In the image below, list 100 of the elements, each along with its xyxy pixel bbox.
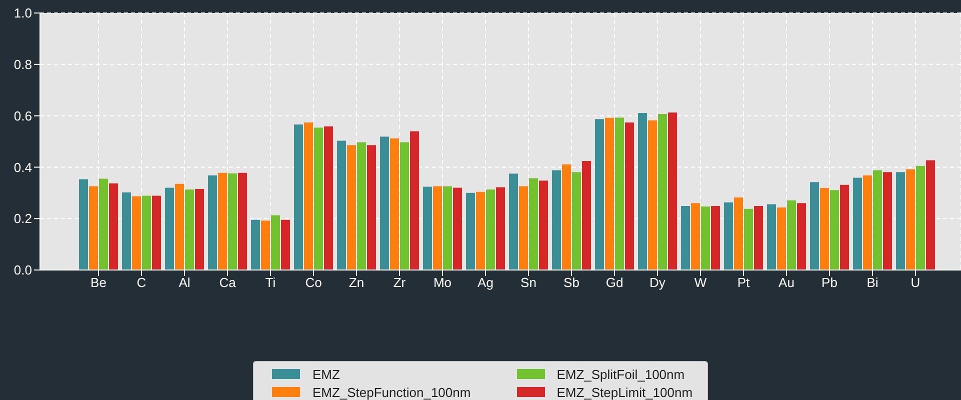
- bar: [595, 119, 604, 270]
- bar: [433, 186, 442, 270]
- bar: [132, 196, 141, 270]
- bar: [853, 178, 862, 270]
- x-tick-label: Ag: [478, 275, 494, 290]
- bar: [152, 196, 161, 270]
- x-tick-label: Be: [90, 275, 106, 290]
- bar: [582, 161, 591, 270]
- bar: [701, 206, 710, 270]
- bar: [926, 160, 935, 270]
- x-tick-label: Zr: [393, 275, 406, 290]
- y-tick-label: 1.0: [14, 6, 32, 21]
- bar: [754, 206, 763, 270]
- y-tick-label: 0.8: [14, 57, 32, 72]
- y-tick-label: 0.2: [14, 211, 32, 226]
- x-tick-label: Gd: [606, 275, 624, 290]
- bar: [423, 186, 432, 270]
- bar: [165, 188, 174, 270]
- bar: [185, 190, 194, 270]
- bar: [324, 126, 333, 270]
- y-tick-label: 0.0: [14, 262, 32, 278]
- bar: [337, 140, 346, 270]
- bar: [400, 142, 409, 270]
- x-tick-label: Sb: [564, 275, 580, 290]
- bar: [681, 206, 690, 270]
- bar: [691, 203, 700, 270]
- bar: [509, 174, 518, 270]
- bar: [605, 118, 614, 270]
- legend-label: EMZ_StepFunction_100nm: [312, 384, 471, 400]
- bar: [777, 208, 786, 270]
- bar: [519, 186, 528, 270]
- x-tick-label: C: [136, 275, 146, 290]
- legend-label: EMZ: [312, 366, 340, 382]
- bar: [767, 204, 776, 270]
- bar: [347, 145, 356, 270]
- bar: [208, 175, 217, 270]
- legend-label: EMZ_StepLimit_100nm: [556, 384, 693, 400]
- bar: [539, 180, 548, 270]
- x-tick-label: Co: [305, 275, 322, 290]
- bar: [615, 118, 624, 270]
- bar: [304, 122, 313, 270]
- y-tick-label: 0.6: [14, 108, 32, 124]
- bar: [195, 189, 204, 270]
- bar: [552, 170, 561, 270]
- bar: [122, 192, 131, 270]
- bar: [476, 192, 485, 270]
- bar: [668, 112, 677, 270]
- bar: [883, 172, 892, 270]
- bar: [787, 200, 796, 270]
- bar: [744, 208, 753, 270]
- x-tick-label: U: [910, 275, 920, 290]
- legend-label: EMZ_SplitFoil_100nm: [556, 366, 685, 382]
- bar: [896, 172, 905, 270]
- bar: [453, 188, 462, 270]
- bar: [863, 175, 872, 270]
- bar: [228, 173, 237, 270]
- bar: [251, 220, 260, 270]
- bar: [906, 169, 915, 270]
- bar: [314, 128, 323, 270]
- bar: [466, 192, 475, 270]
- bar: [529, 178, 538, 270]
- x-tick-label: Bi: [866, 275, 878, 290]
- bar: [648, 120, 657, 270]
- bar: [840, 184, 849, 270]
- bar: [797, 203, 806, 270]
- bar: [410, 131, 419, 270]
- bar: [218, 172, 227, 270]
- bar: [142, 196, 151, 270]
- bar: [724, 202, 733, 270]
- bar: [294, 124, 303, 270]
- x-tick-label: Sn: [520, 275, 536, 290]
- bar: [238, 172, 247, 270]
- bar: [271, 215, 280, 270]
- bar: [175, 184, 184, 270]
- bar: [261, 220, 270, 270]
- bar: [99, 178, 108, 270]
- bar: [380, 136, 389, 270]
- bar: [486, 190, 495, 270]
- bar: [916, 166, 925, 270]
- bar: [357, 142, 366, 270]
- x-tick-label: Pb: [822, 275, 838, 290]
- bar: [390, 138, 399, 270]
- x-tick-label: Ca: [219, 275, 237, 290]
- bar: [109, 183, 118, 270]
- x-tick-label: Al: [178, 275, 190, 290]
- x-tick-label: W: [694, 275, 708, 290]
- bar: [820, 188, 829, 270]
- bar: [443, 186, 452, 270]
- bar: [810, 182, 819, 270]
- bar: [89, 186, 98, 270]
- bar: [572, 172, 581, 270]
- bar: [562, 164, 571, 270]
- bar: [281, 220, 290, 270]
- bar: [873, 170, 882, 270]
- x-tick-label: Mo: [433, 275, 452, 290]
- bar: [625, 122, 634, 270]
- x-tick-label: Pt: [737, 275, 750, 290]
- bar: [830, 190, 839, 270]
- bar: [367, 145, 376, 270]
- x-tick-label: Dy: [650, 275, 666, 290]
